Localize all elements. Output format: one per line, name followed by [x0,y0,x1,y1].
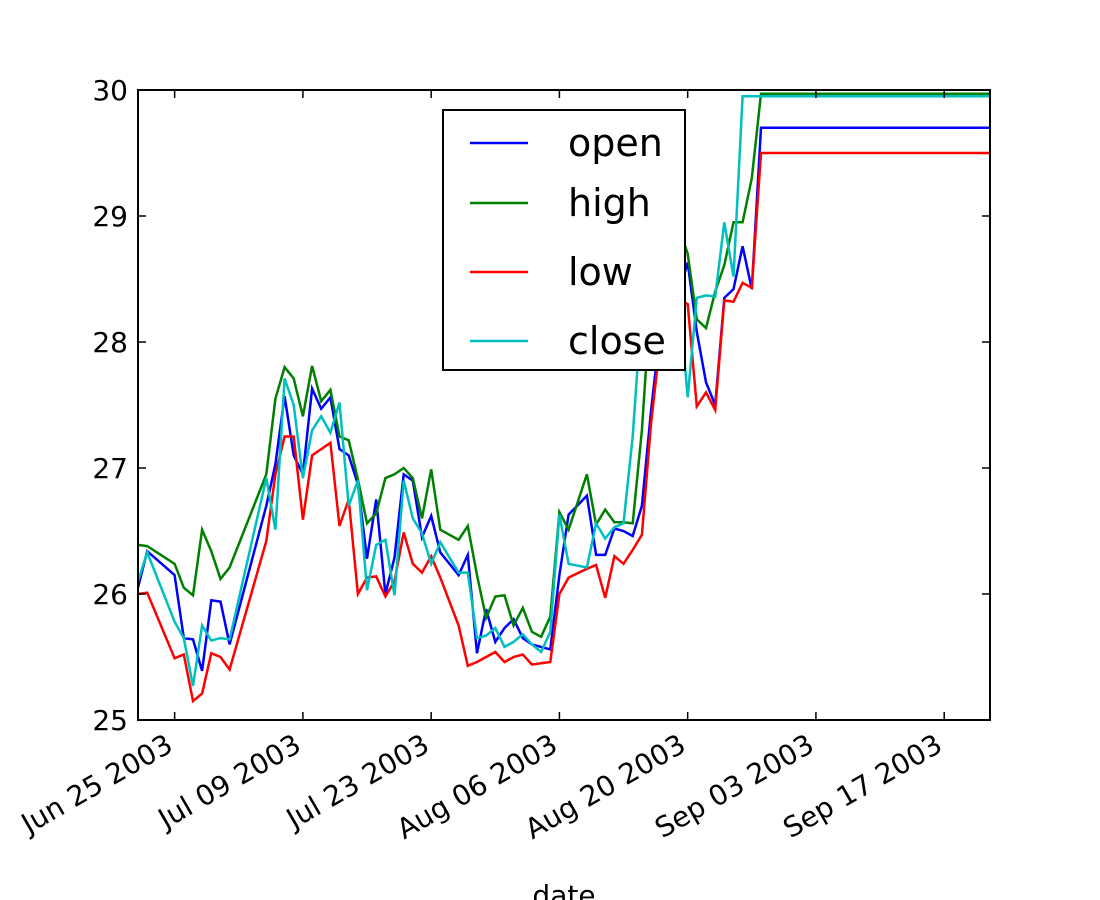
x-tick-label: Jun 25 2003 [14,727,178,841]
legend-label-low: low [568,250,633,294]
series-line-open [138,126,990,672]
x-axis-label: date [532,879,595,900]
x-tick-label: Jul 09 2003 [151,727,306,836]
y-axis: 25 26 27 28 29 30 [92,74,990,737]
legend-label-open: open [568,121,663,165]
legend-box [442,109,686,371]
legend-label-close: close [568,319,666,363]
series-layer [138,92,990,704]
y-tick-label: 28 [92,326,128,359]
series-line-close [138,95,990,687]
y-tick-label: 26 [92,578,128,611]
legend-label-high: high [568,181,651,225]
plot-frame [137,89,991,721]
legend: open high low close [442,109,686,371]
y-tick-label: 27 [92,452,128,485]
y-tick-label: 25 [92,704,128,737]
y-tick-label: 30 [92,74,128,107]
series-line-low [138,151,990,704]
y-tick-label: 29 [92,200,128,233]
